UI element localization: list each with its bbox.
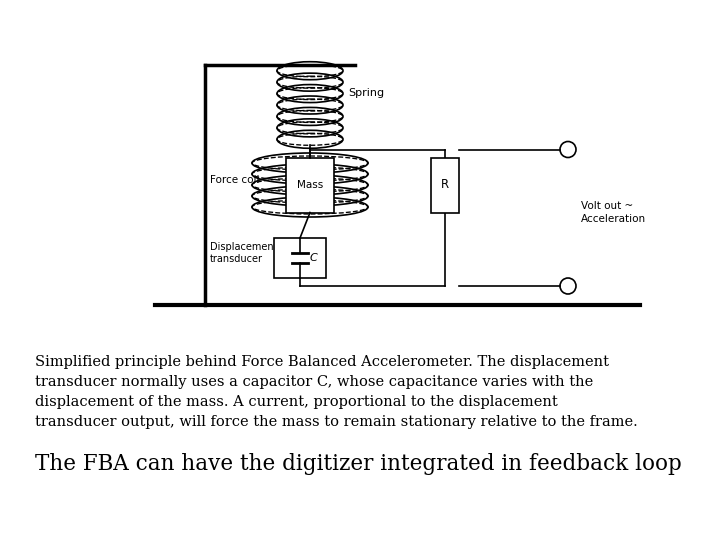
Bar [274,238,326,278]
Text: Mass: Mass [297,180,323,190]
Text: displacement of the mass. A current, proportional to the displacement: displacement of the mass. A current, pro… [35,395,558,409]
Bar [286,158,334,213]
Text: Force coil: Force coil [210,175,259,185]
Text: R: R [441,179,449,192]
Text: C: C [310,253,318,263]
Text: Displacement
transducer: Displacement transducer [210,242,277,264]
Bar [431,158,459,213]
Text: Volt out ~
Acceleration: Volt out ~ Acceleration [581,201,646,224]
Text: Spring: Spring [348,88,384,98]
Text: transducer output, will force the mass to remain stationary relative to the fram: transducer output, will force the mass t… [35,415,638,429]
Text: Simplified principle behind Force Balanced Accelerometer. The displacement: Simplified principle behind Force Balanc… [35,355,609,369]
Text: transducer normally uses a capacitor C, whose capacitance varies with the: transducer normally uses a capacitor C, … [35,375,593,389]
Text: The FBA can have the digitizer integrated in feedback loop: The FBA can have the digitizer integrate… [35,453,682,475]
